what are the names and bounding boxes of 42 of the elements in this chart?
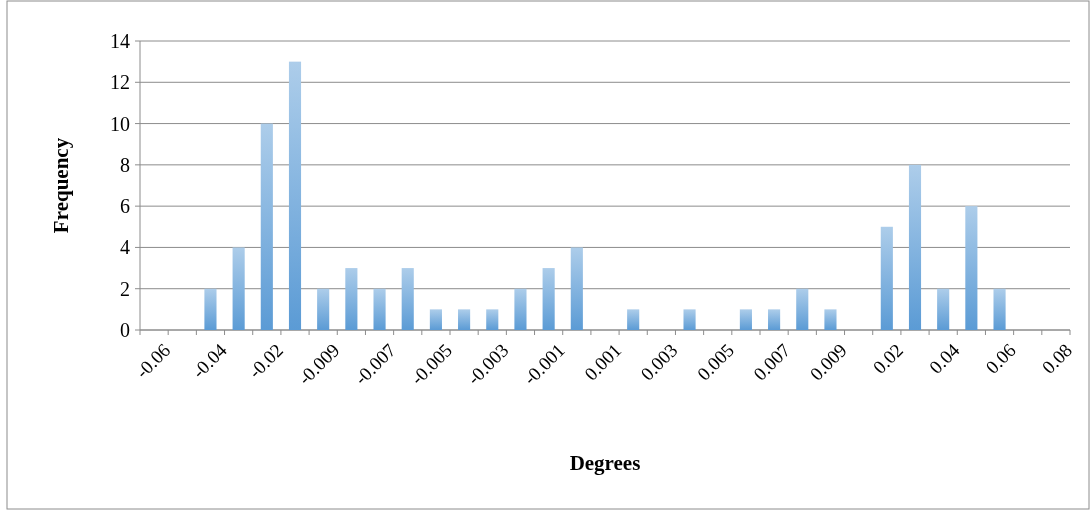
bar <box>458 309 471 330</box>
y-tick-label: 6 <box>120 195 130 218</box>
y-tick-label: 10 <box>110 112 130 135</box>
bar <box>570 247 583 330</box>
x-tick-label: 0.06 <box>981 339 1020 378</box>
x-tick-label: -0.02 <box>244 339 288 383</box>
bar <box>880 226 893 330</box>
bar <box>204 288 217 330</box>
bar <box>317 288 330 330</box>
y-tick-label: 2 <box>120 277 130 300</box>
y-tick-label: 12 <box>110 71 130 94</box>
bar <box>993 288 1006 330</box>
bar <box>627 309 640 330</box>
x-tick-label: 0.02 <box>868 339 908 378</box>
x-tick-label: 0.08 <box>1037 339 1077 378</box>
bar <box>401 268 414 330</box>
bar <box>739 309 752 330</box>
bar <box>288 61 302 330</box>
y-tick-label: 0 <box>120 319 130 341</box>
bar <box>937 288 950 330</box>
bar <box>232 247 245 330</box>
bar <box>824 309 837 330</box>
bar <box>908 164 922 330</box>
y-tick-label: 4 <box>120 236 130 259</box>
bar <box>683 309 696 330</box>
y-tick-label: 14 <box>110 30 130 52</box>
bar <box>542 268 555 330</box>
bar <box>965 206 978 330</box>
x-axis-title: Degrees <box>569 451 641 475</box>
bar <box>260 123 273 330</box>
y-axis-title: Frequency <box>49 137 73 234</box>
x-tick-label: -0.04 <box>187 339 232 383</box>
bar <box>486 309 499 330</box>
y-tick-label: 8 <box>120 153 130 176</box>
bar <box>768 309 781 330</box>
x-tick-label: 0.04 <box>925 339 964 378</box>
bar <box>514 288 527 330</box>
bar <box>373 288 386 330</box>
bar <box>345 268 358 330</box>
bar <box>429 309 442 330</box>
x-tick-label: -0.06 <box>131 339 175 383</box>
bar <box>796 288 809 330</box>
